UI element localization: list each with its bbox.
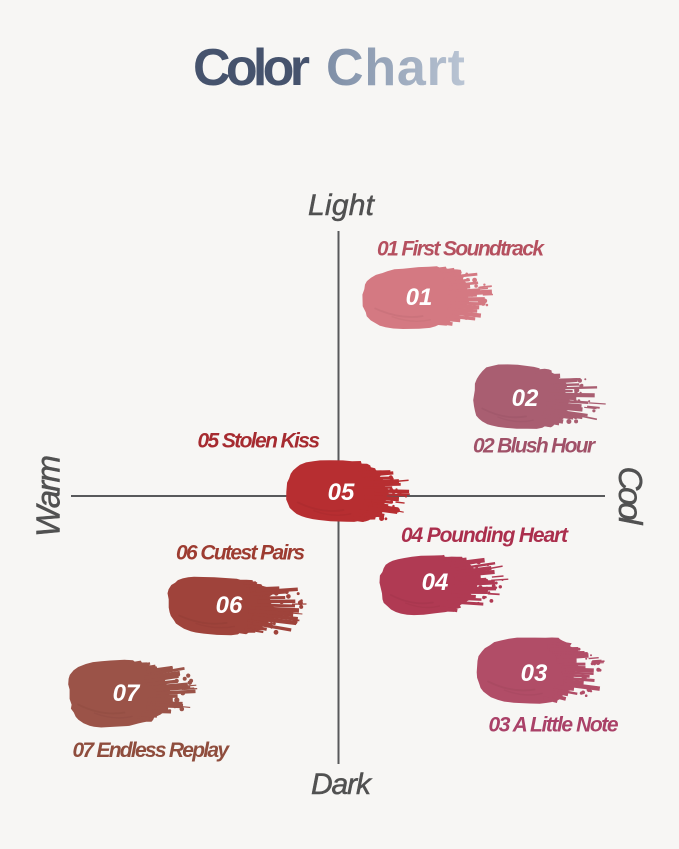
- svg-text:Warm: Warm: [30, 455, 67, 537]
- svg-text:05: 05: [328, 479, 355, 506]
- svg-text:Color: Color: [193, 39, 310, 97]
- svg-text:07 Endless Replay: 07 Endless Replay: [73, 739, 231, 762]
- svg-text:Light: Light: [308, 189, 376, 222]
- svg-text:06 Cutest Pairs: 06 Cutest Pairs: [176, 542, 305, 565]
- svg-text:06: 06: [216, 592, 243, 619]
- svg-text:02 Blush Hour: 02 Blush Hour: [473, 435, 597, 458]
- svg-text:02: 02: [512, 385, 539, 412]
- svg-text:Cool: Cool: [612, 467, 649, 527]
- svg-text:Dark: Dark: [311, 768, 373, 801]
- svg-text:01: 01: [406, 284, 433, 311]
- svg-text:Chart: Chart: [326, 39, 465, 97]
- svg-text:01 First Soundtrack: 01 First Soundtrack: [377, 238, 545, 261]
- svg-text:03 A Little Note: 03 A Little Note: [489, 714, 619, 737]
- svg-text:05 Stolen Kiss: 05 Stolen Kiss: [198, 430, 321, 453]
- svg-text:03: 03: [521, 660, 548, 687]
- svg-text:07: 07: [113, 680, 141, 707]
- svg-text:04: 04: [422, 569, 449, 596]
- svg-text:04 Pounding Heart: 04 Pounding Heart: [401, 524, 569, 547]
